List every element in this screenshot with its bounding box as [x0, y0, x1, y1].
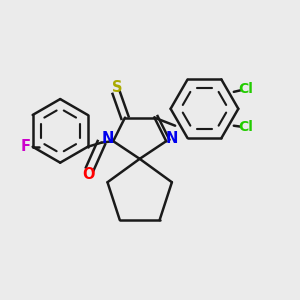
Text: Cl: Cl [238, 82, 253, 96]
Text: O: O [82, 167, 94, 182]
Text: Cl: Cl [238, 120, 253, 134]
Text: N: N [102, 131, 114, 146]
Text: N: N [165, 131, 178, 146]
Text: F: F [20, 139, 30, 154]
Text: S: S [112, 80, 123, 95]
